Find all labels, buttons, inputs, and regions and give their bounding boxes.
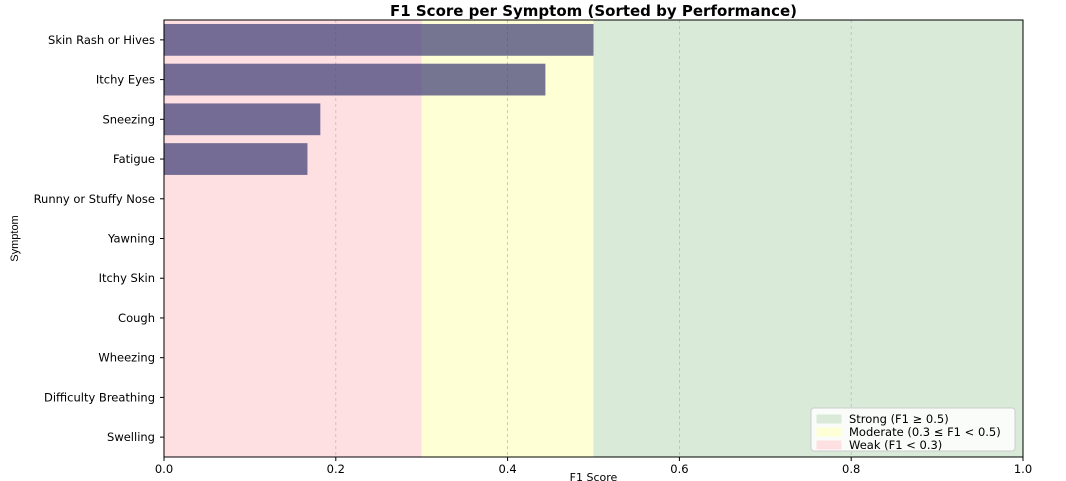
y-tick-label-10: Swelling — [107, 430, 155, 444]
y-tick-label-3: Fatigue — [113, 152, 155, 166]
y-tick-label-2: Sneezing — [102, 112, 155, 126]
x-tick-label-5: 1.0 — [1014, 462, 1032, 476]
band-0 — [593, 20, 1023, 457]
x-tick-label-1: 0.2 — [327, 462, 345, 476]
bar-1 — [164, 63, 546, 96]
bar-0 — [164, 23, 594, 56]
legend-label-2: Weak (F1 < 0.3) — [849, 438, 942, 452]
bar-3 — [164, 143, 308, 175]
y-tick-label-9: Difficulty Breathing — [44, 390, 155, 404]
x-tick-label-0: 0.0 — [155, 462, 173, 476]
legend-box — [810, 407, 1016, 452]
legend-label-1: Moderate (0.3 ≤ F1 < 0.5) — [849, 425, 1001, 439]
y-tick-label-0: Skin Rash or Hives — [48, 33, 155, 47]
y-tick-label-1: Itchy Eyes — [96, 73, 155, 87]
chart-title: F1 Score per Symptom (Sorted by Performa… — [390, 2, 797, 20]
y-tick-label-5: Yawning — [107, 232, 155, 246]
legend-items: Strong (F1 ≥ 0.5)Moderate (0.3 ≤ F1 < 0.… — [816, 412, 1001, 452]
y-tick-label-7: Cough — [118, 311, 155, 325]
x-tick-label-2: 0.4 — [498, 462, 516, 476]
x-tick-label-4: 0.8 — [842, 462, 860, 476]
legend-label-0: Strong (F1 ≥ 0.5) — [849, 412, 949, 426]
legend: Strong (F1 ≥ 0.5)Moderate (0.3 ≤ F1 < 0.… — [810, 407, 1016, 452]
legend-swatch-2 — [816, 440, 842, 450]
x-axis-label: F1 Score — [570, 471, 618, 481]
y-tick-label-8: Wheezing — [98, 351, 155, 365]
y-axis-ticks: Skin Rash or Hives Itchy Eyes Sneezing Fati… — [34, 33, 164, 444]
y-tick-label-6: Itchy Skin — [99, 271, 155, 285]
x-axis-ticks: 0.0 0.2 0.4 0.6 0.8 1.0 — [155, 457, 1032, 476]
x-tick-label-3: 0.6 — [670, 462, 688, 476]
bars — [164, 23, 594, 175]
bar-2 — [164, 103, 321, 136]
y-tick-label-4: Runny or Stuffy Nose — [34, 192, 155, 206]
legend-swatch-1 — [816, 427, 842, 437]
y-axis-label: Symptom — [9, 215, 21, 261]
legend-swatch-0 — [816, 414, 842, 424]
